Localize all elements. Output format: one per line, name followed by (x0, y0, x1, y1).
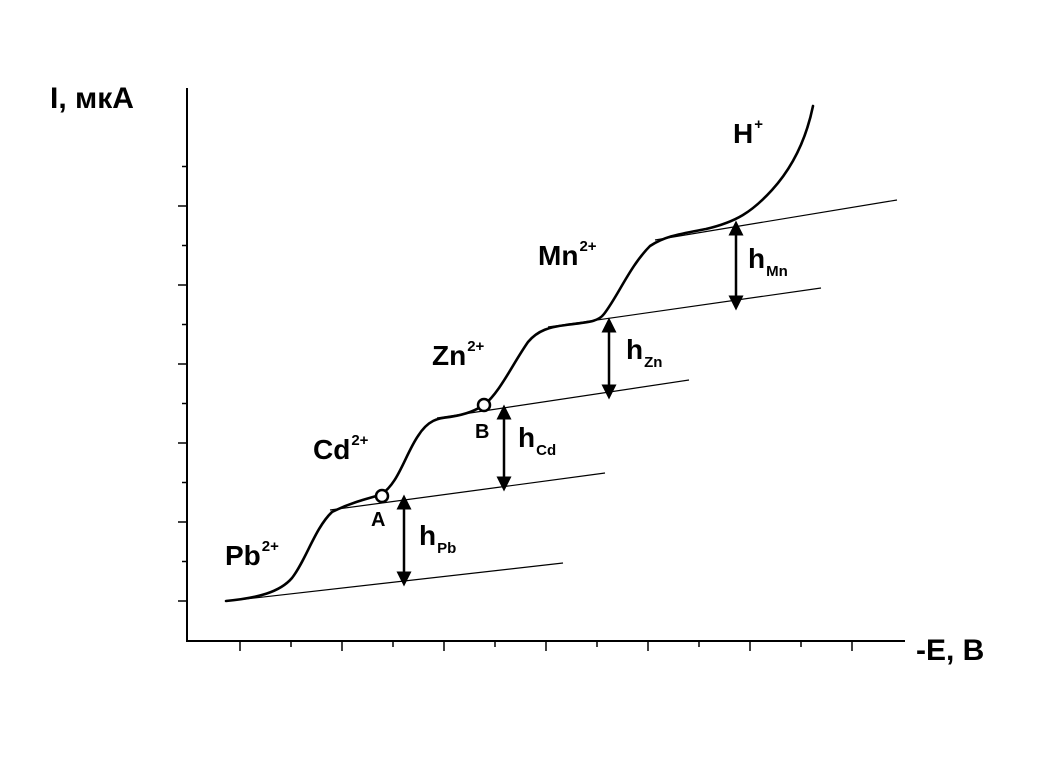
height-label-zn-h: h (626, 334, 644, 365)
y-axis-label: I, мкА (50, 82, 134, 115)
wave-label-pb-charge: 2+ (261, 538, 279, 555)
point-a-label: A (371, 509, 386, 531)
height-label-mn-h: h (748, 243, 766, 274)
wave-label-pb-ion: Pb (225, 540, 261, 571)
height-label-mn-sub: Mn (766, 263, 788, 280)
y-axis-ticks (178, 165, 187, 602)
height-label-mn: hMn (748, 243, 788, 280)
height-label-pb-h: h (419, 520, 437, 551)
wave-label-cd: Cd2+ (313, 433, 368, 465)
wave-label-pb: Pb2+ (225, 539, 279, 571)
x-axis-ticks (239, 641, 853, 651)
tangent-mn-limit (654, 199, 898, 241)
tangent-cd-limit (436, 379, 690, 419)
wave-label-h: H+ (733, 117, 763, 149)
tangent-pb-limit (329, 472, 606, 511)
wave-label-mn-charge: 2+ (579, 238, 597, 255)
polarogram-curve (224, 104, 815, 603)
height-label-pb-sub: Pb (437, 540, 457, 557)
wave-label-mn-ion: Mn (538, 240, 579, 271)
wave-label-cd-ion: Cd (313, 434, 351, 465)
height-label-cd: hCd (518, 422, 556, 459)
baseline-pb (227, 562, 564, 602)
point-b-label: B (475, 421, 490, 443)
point-a-marker (374, 488, 390, 504)
wave-label-zn-charge: 2+ (467, 338, 485, 355)
height-label-cd-h: h (518, 422, 536, 453)
height-label-pb: hPb (419, 520, 456, 557)
height-label-zn: hZn (626, 334, 662, 371)
height-label-cd-sub: Cd (536, 442, 557, 459)
wave-label-cd-charge: 2+ (351, 432, 369, 449)
wave-label-h-ion: H (733, 118, 754, 149)
wave-label-mn: Mn2+ (538, 239, 597, 271)
point-b-marker (476, 397, 492, 413)
x-axis-label: -E, B (916, 634, 985, 667)
wave-label-zn-ion: Zn (432, 340, 467, 371)
wave-label-h-charge: + (754, 116, 763, 133)
height-label-zn-sub: Zn (644, 354, 663, 371)
wave-label-zn: Zn2+ (432, 339, 484, 371)
